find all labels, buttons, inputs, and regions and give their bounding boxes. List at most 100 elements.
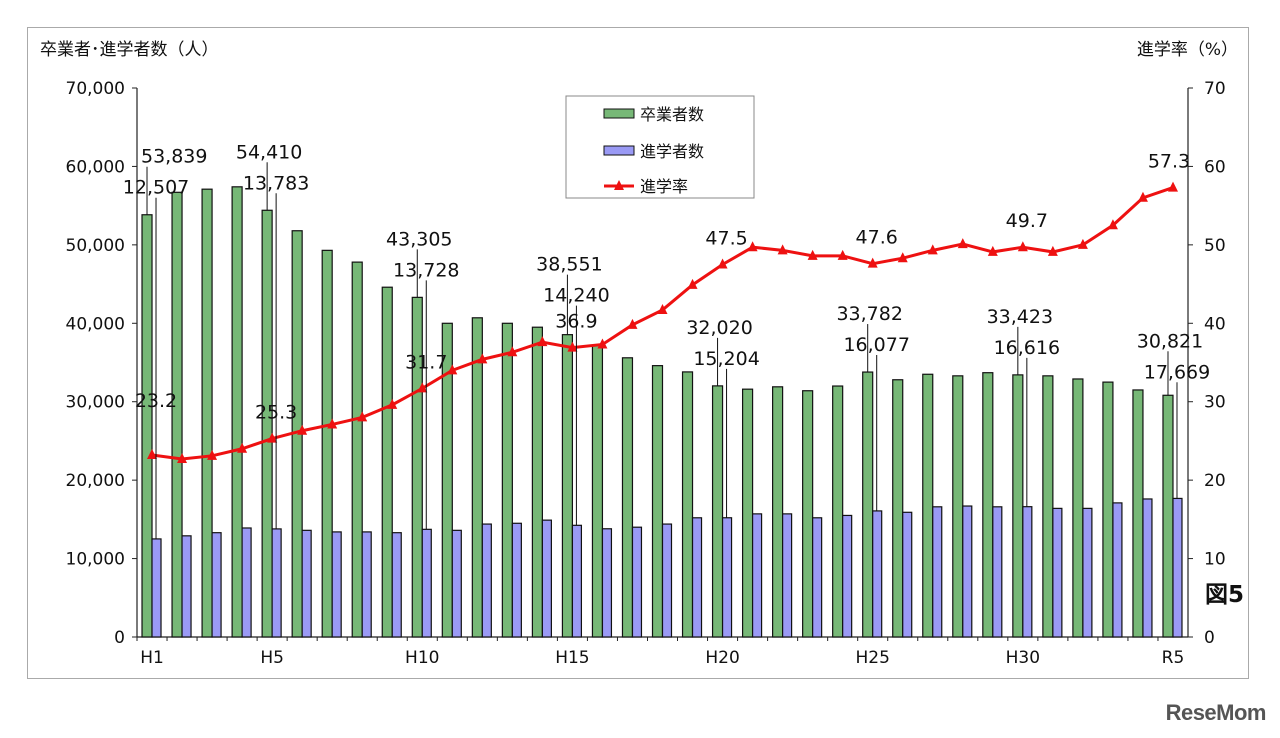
graduates-bar	[441, 322, 453, 638]
rate-marker	[657, 303, 668, 314]
graduates-bar	[802, 390, 814, 638]
graduates-bar	[772, 386, 784, 638]
graduates-bar	[561, 334, 574, 638]
enrolled-bar	[301, 529, 312, 638]
enrolled-bar	[1022, 506, 1033, 638]
rate-marker	[1107, 219, 1118, 230]
rate-marker	[597, 338, 608, 349]
right-tick-label: 60	[1204, 157, 1226, 177]
graduates-bar	[351, 261, 363, 638]
graduates-data-label: 53,839	[141, 146, 207, 168]
enrolled-bar	[511, 522, 522, 638]
enrolled-bar	[181, 535, 192, 638]
right-tick-label: 50	[1204, 236, 1226, 256]
legend-rate-label: 進学率	[640, 177, 688, 196]
enrolled-bar	[691, 517, 703, 638]
graduates-bar	[1072, 378, 1084, 638]
enrolled-data-label: 13,728	[393, 259, 459, 281]
graduates-data-label: 38,551	[536, 254, 602, 276]
graduates-bar	[621, 357, 634, 638]
enrolled-bar	[1082, 507, 1093, 638]
legend-rate-marker	[614, 180, 624, 190]
graduates-bar	[892, 379, 904, 638]
graduates-bar	[171, 191, 183, 638]
x-tick-label: H5	[260, 648, 284, 668]
graduates-bar	[471, 317, 483, 638]
enrolled-bar	[1142, 498, 1153, 638]
enrolled-data-label: 16,616	[994, 337, 1060, 359]
rate-marker	[447, 364, 458, 375]
left-tick-label: 40,000	[66, 314, 125, 334]
graduates-bar	[201, 188, 213, 638]
rate-data-label: 25.3	[255, 402, 297, 424]
graduates-bar	[321, 249, 333, 638]
rate-marker	[1137, 191, 1148, 202]
graduates-bar	[141, 214, 153, 638]
legend-graduates-swatch	[603, 108, 635, 119]
graduates-data-label: 33,782	[836, 303, 902, 325]
rate-marker	[327, 418, 338, 429]
enrolled-bar	[241, 527, 252, 638]
legend-enrolled-label: 進学者数	[640, 142, 704, 161]
right-tick-label: 40	[1204, 314, 1226, 334]
rate-marker	[717, 258, 728, 269]
x-tick-label: H20	[705, 648, 739, 668]
graduates-bar	[1012, 374, 1024, 638]
right-tick-label: 70	[1204, 79, 1226, 99]
rate-marker	[507, 346, 518, 357]
graduates-data-label: 33,423	[987, 306, 1053, 328]
rate-marker	[1017, 241, 1028, 252]
enrolled-bar	[361, 531, 372, 638]
rate-data-label: 57.3	[1148, 151, 1190, 173]
graduates-bar	[381, 286, 393, 638]
rate-marker	[267, 432, 278, 443]
graduates-bar	[741, 388, 754, 638]
left-axis-title: 卒業者･進学者数（人）	[40, 40, 219, 60]
enrolled-bar	[812, 517, 823, 638]
right-tick-label: 20	[1204, 471, 1226, 491]
left-tick-label: 60,000	[66, 157, 125, 177]
enrolled-bar	[601, 528, 613, 638]
left-tick-label: 30,000	[66, 393, 125, 413]
graduates-bar	[651, 365, 664, 638]
enrolled-data-label: 13,783	[243, 172, 309, 194]
x-tick-label: H25	[855, 648, 889, 668]
graduates-bar	[1162, 394, 1174, 638]
graduates-bar	[501, 322, 513, 638]
rate-marker	[987, 245, 998, 256]
enrolled-data-label: 16,077	[843, 334, 909, 356]
rate-marker	[237, 442, 248, 453]
enrolled-bar	[751, 513, 763, 638]
graduates-bar	[591, 344, 604, 638]
enrolled-bar	[782, 513, 793, 638]
enrolled-bar	[902, 511, 913, 638]
rate-marker	[177, 452, 188, 463]
rate-marker	[477, 353, 488, 364]
rate-marker	[627, 318, 638, 329]
x-tick-label: H15	[555, 648, 589, 668]
right-tick-label: 30	[1204, 393, 1226, 413]
graduates-bar	[1102, 381, 1114, 638]
enrolled-bar	[932, 506, 943, 638]
graduates-bar	[922, 373, 934, 638]
enrolled-bar	[421, 528, 432, 638]
left-tick-label: 10,000	[66, 550, 125, 570]
graduates-bar	[681, 371, 694, 638]
graduates-bar	[261, 209, 273, 638]
rate-marker	[297, 424, 308, 435]
rate-data-label: 23.2	[135, 390, 177, 412]
enrolled-bar	[151, 538, 162, 638]
rate-marker	[387, 398, 398, 409]
graduates-bar	[862, 371, 874, 638]
rate-marker	[147, 449, 158, 460]
rate-marker	[207, 449, 218, 460]
resemom-logo: ReseMom	[1165, 700, 1267, 725]
enrolled-bar	[571, 524, 583, 638]
rate-marker	[837, 249, 848, 260]
enrolled-bar	[631, 526, 643, 638]
graduates-bar	[711, 385, 724, 638]
rate-marker	[687, 278, 698, 289]
enrolled-bar	[661, 523, 673, 638]
enrolled-bar	[992, 506, 1003, 638]
